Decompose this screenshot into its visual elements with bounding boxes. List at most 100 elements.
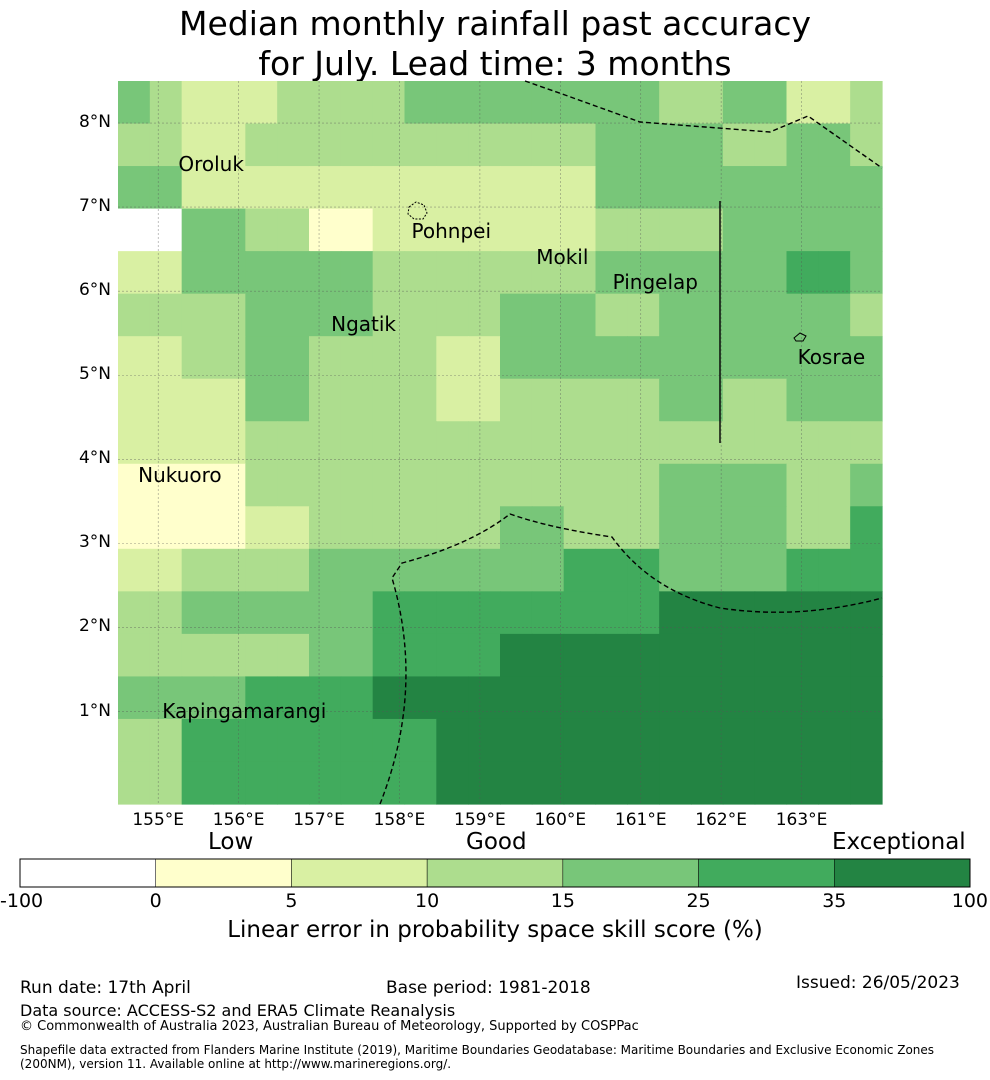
grid-cell [213, 336, 246, 380]
grid-cell [181, 293, 215, 337]
grid-cell [181, 123, 215, 167]
grid-cell [436, 506, 469, 550]
grid-cell [149, 463, 183, 507]
grid-cell [309, 336, 342, 380]
grid-cell [277, 718, 310, 763]
grid-cell [818, 421, 851, 465]
grid-cell [213, 548, 246, 592]
grid-cell [181, 633, 215, 678]
grid-cell [754, 506, 788, 550]
grid-cell [818, 591, 851, 635]
grid-cell [818, 81, 851, 125]
grid-cell [595, 293, 628, 337]
grid-cell [436, 421, 469, 465]
grid-cell [500, 123, 533, 167]
grid-cell [340, 761, 374, 805]
grid-cell [149, 506, 183, 550]
grid-cell [309, 633, 342, 678]
grid-cell [149, 676, 183, 720]
colorbar-tick-label: -100 [0, 890, 44, 912]
grid-cell [468, 123, 501, 167]
grid-cell [500, 166, 533, 210]
grid-cell [659, 718, 692, 763]
grid-cell [149, 421, 183, 465]
grid-cell [786, 548, 819, 592]
grid-cell [691, 761, 724, 805]
grid-cell [213, 718, 246, 763]
grid-cell [786, 421, 819, 465]
grid-cell [149, 81, 183, 125]
latitude-tick-label: 7°N [78, 196, 111, 217]
grid-cell [850, 208, 883, 252]
grid-cell [277, 208, 310, 252]
grid-cell [213, 421, 246, 465]
grid-cell [277, 676, 310, 720]
grid-cell [245, 718, 278, 763]
grid-cell [245, 591, 278, 635]
grid-cell [340, 676, 374, 720]
grid-cell [436, 293, 469, 337]
grid-cell [340, 718, 374, 763]
grid-cell [754, 761, 788, 805]
grid-cell [468, 166, 501, 210]
grid-cell [245, 81, 278, 125]
grid-cell [722, 378, 756, 422]
grid-cell [309, 463, 342, 507]
grid-cell [404, 293, 437, 337]
grid-cell [309, 421, 342, 465]
grid-cell [595, 761, 628, 805]
grid-cell [691, 591, 724, 635]
grid-cell [309, 123, 342, 167]
grid-cell [372, 336, 406, 380]
grid-cell [818, 761, 851, 805]
grid-cell [627, 633, 660, 678]
grid-cell [309, 293, 342, 337]
grid-cell [627, 718, 660, 763]
grid-cell [595, 548, 628, 592]
grid-cell [372, 676, 406, 720]
grid-cell [309, 378, 342, 422]
grid-cell [563, 591, 597, 635]
grid-cell [468, 548, 501, 592]
colorbar-tick-label: 35 [822, 890, 847, 912]
grid-cell [563, 676, 597, 720]
grid-cell [340, 293, 374, 337]
data-source: Data source: ACCESS-S2 and ERA5 Climate … [20, 1001, 456, 1020]
grid-cell [754, 293, 788, 337]
grid-cell [754, 123, 788, 167]
grid-cell [786, 591, 819, 635]
grid-cell [468, 81, 501, 125]
grid-cell [309, 718, 342, 763]
grid-cell [340, 591, 374, 635]
grid-cell [118, 548, 151, 592]
grid-cell [404, 81, 437, 125]
colorbar-swatch [426, 858, 564, 888]
grid-cell [627, 421, 660, 465]
grid-cell [818, 463, 851, 507]
graticule [118, 81, 882, 804]
title-line-1: Median monthly rainfall past accuracy [178, 4, 812, 43]
grid-cell [818, 633, 851, 678]
grid-cell [563, 378, 597, 422]
grid-cell [372, 123, 406, 167]
grid-cell [340, 336, 374, 380]
grid-cell [786, 633, 819, 678]
grid-cell [531, 208, 565, 252]
grid-cell [786, 166, 819, 210]
grid-cell [691, 633, 724, 678]
grid-cell [245, 166, 278, 210]
grid-cell [404, 506, 437, 550]
grid-cell [691, 166, 724, 210]
grid-cell [436, 676, 469, 720]
chart-title: Median monthly rainfall past accuracy fo… [0, 4, 990, 84]
grid-cell [213, 81, 246, 125]
grid-cell [245, 378, 278, 422]
grid-cell [309, 591, 342, 635]
latitude-tick-label: 1°N [78, 700, 111, 721]
longitude-tick-label: 163°E [775, 810, 828, 830]
grid-cell [404, 336, 437, 380]
grid-cell [818, 378, 851, 422]
grid-cell [722, 166, 756, 210]
grid-cell [818, 336, 851, 380]
grid-cell [659, 676, 692, 720]
